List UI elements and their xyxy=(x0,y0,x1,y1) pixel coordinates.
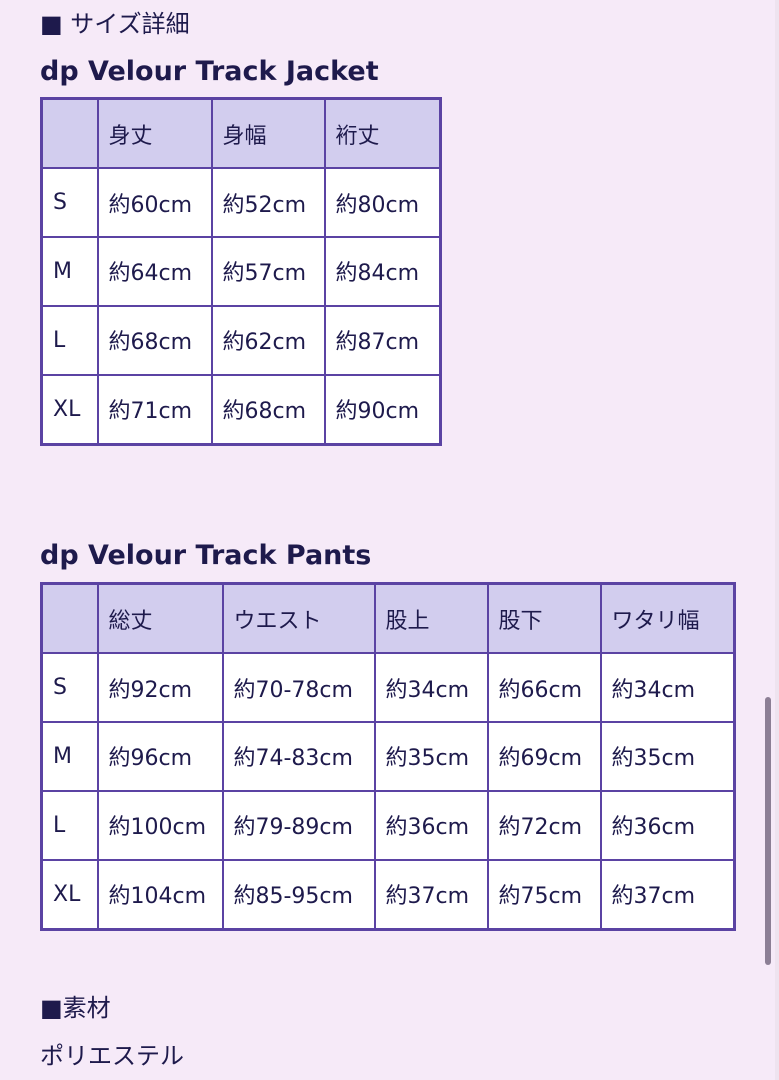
header-cell: 裄丈 xyxy=(323,97,442,170)
measurement-cell: 約37cm xyxy=(373,858,489,931)
measurement-cell: 約37cm xyxy=(599,858,736,931)
measurement-cell: 約60cm xyxy=(96,167,213,239)
measurement-cell: 約79-89cm xyxy=(221,789,376,861)
size-label-cell: XL xyxy=(40,858,99,931)
measurement-cell: 約71cm xyxy=(96,373,213,446)
material-value: ポリエステル xyxy=(40,1042,184,1070)
measurement-cell: 約92cm xyxy=(96,652,224,724)
measurement-cell: 約36cm xyxy=(373,789,489,861)
table-header-row: 総丈 ウエスト 股上 股下 ワタリ幅 xyxy=(40,582,736,655)
measurement-cell: 約72cm xyxy=(486,789,602,861)
size-label-cell: L xyxy=(40,304,99,376)
size-label-cell: S xyxy=(40,167,99,239)
material-section-heading: ■素材 xyxy=(40,994,111,1022)
table-header-row: 身丈 身幅 裄丈 xyxy=(40,97,442,170)
header-cell: 股上 xyxy=(373,582,489,655)
header-cell: 股下 xyxy=(486,582,602,655)
measurement-cell: 約57cm xyxy=(210,236,326,307)
table-row: M 約64cm 約57cm 約84cm xyxy=(40,236,442,307)
table-row: S 約60cm 約52cm 約80cm xyxy=(40,167,442,239)
measurement-cell: 約74-83cm xyxy=(221,721,376,792)
pants-size-table: 総丈 ウエスト 股上 股下 ワタリ幅 S 約92cm 約70-78cm 約34cm 約66cm 約3… xyxy=(40,582,736,931)
page-edge xyxy=(775,0,779,1080)
header-cell: 身丈 xyxy=(96,97,213,170)
measurement-cell: 約64cm xyxy=(96,236,213,307)
measurement-cell: 約87cm xyxy=(323,304,442,376)
measurement-cell: 約84cm xyxy=(323,236,442,307)
size-section-heading: ■ サイズ詳細 xyxy=(40,10,190,38)
measurement-cell: 約96cm xyxy=(96,721,224,792)
header-cell: ウエスト xyxy=(221,582,376,655)
header-cell: ワタリ幅 xyxy=(599,582,736,655)
header-cell xyxy=(40,97,99,170)
measurement-cell: 約104cm xyxy=(96,858,224,931)
size-label-cell: XL xyxy=(40,373,99,446)
measurement-cell: 約36cm xyxy=(599,789,736,861)
measurement-cell: 約80cm xyxy=(323,167,442,239)
measurement-cell: 約100cm xyxy=(96,789,224,861)
measurement-cell: 約35cm xyxy=(373,721,489,792)
jacket-title: dp Velour Track Jacket xyxy=(40,56,379,87)
size-label-cell: M xyxy=(40,236,99,307)
header-cell: 身幅 xyxy=(210,97,326,170)
measurement-cell: 約34cm xyxy=(373,652,489,724)
measurement-cell: 約85-95cm xyxy=(221,858,376,931)
measurement-cell: 約34cm xyxy=(599,652,736,724)
table-row: XL 約104cm 約85-95cm 約37cm 約75cm 約37cm xyxy=(40,858,736,931)
size-label-cell: S xyxy=(40,652,99,724)
header-cell: 総丈 xyxy=(96,582,224,655)
measurement-cell: 約62cm xyxy=(210,304,326,376)
header-cell xyxy=(40,582,99,655)
table-row: S 約92cm 約70-78cm 約34cm 約66cm 約34cm xyxy=(40,652,736,724)
measurement-cell: 約52cm xyxy=(210,167,326,239)
measurement-cell: 約68cm xyxy=(96,304,213,376)
pants-title: dp Velour Track Pants xyxy=(40,540,372,571)
measurement-cell: 約68cm xyxy=(210,373,326,446)
size-label-cell: M xyxy=(40,721,99,792)
scrollbar[interactable] xyxy=(765,697,771,965)
measurement-cell: 約70-78cm xyxy=(221,652,376,724)
measurement-cell: 約69cm xyxy=(486,721,602,792)
measurement-cell: 約90cm xyxy=(323,373,442,446)
measurement-cell: 約35cm xyxy=(599,721,736,792)
table-row: XL 約71cm 約68cm 約90cm xyxy=(40,373,442,446)
table-row: M 約96cm 約74-83cm 約35cm 約69cm 約35cm xyxy=(40,721,736,792)
table-row: L 約100cm 約79-89cm 約36cm 約72cm 約36cm xyxy=(40,789,736,861)
jacket-size-table: 身丈 身幅 裄丈 S 約60cm 約52cm 約80cm M 約64cm 約57cm 約84cm L 約… xyxy=(40,97,442,446)
measurement-cell: 約66cm xyxy=(486,652,602,724)
size-label-cell: L xyxy=(40,789,99,861)
measurement-cell: 約75cm xyxy=(486,858,602,931)
table-row: L 約68cm 約62cm 約87cm xyxy=(40,304,442,376)
